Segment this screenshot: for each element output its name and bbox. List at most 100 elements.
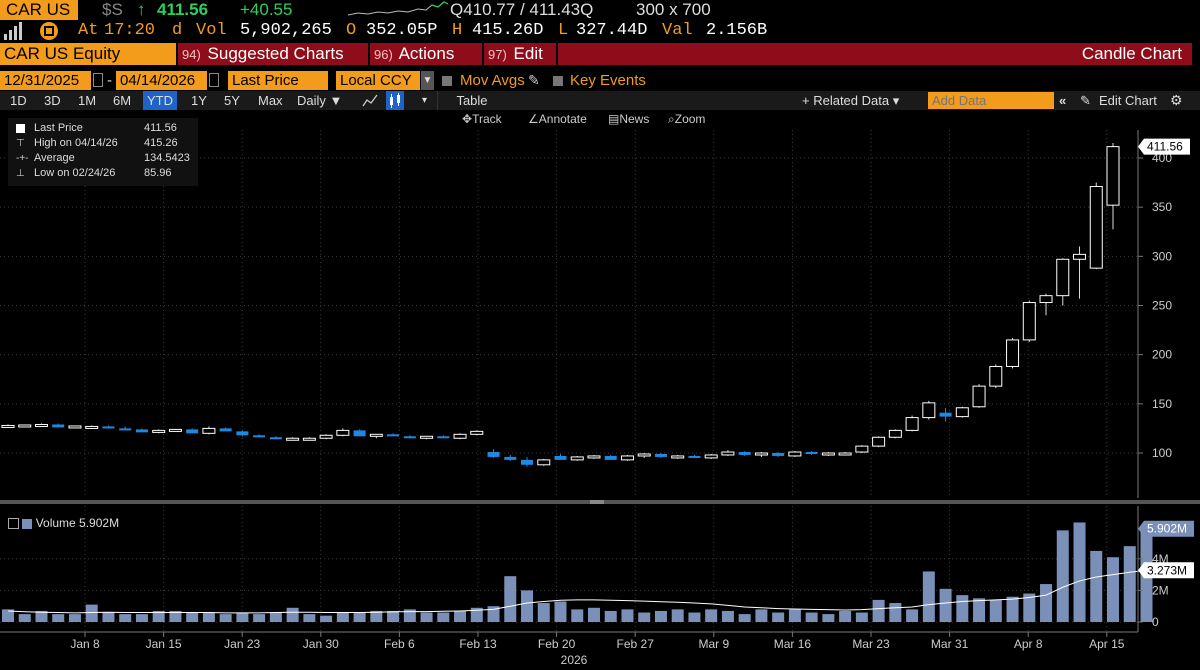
volume-ma-line xyxy=(7,569,1147,614)
price-tick-label: 150 xyxy=(1152,397,1172,411)
period-1m[interactable]: 1M xyxy=(78,93,97,108)
panel-divider-handle[interactable] xyxy=(590,500,604,504)
volume-bar xyxy=(671,609,684,622)
candle-body-down xyxy=(403,436,416,439)
actions-num: 96) xyxy=(374,47,393,62)
volume-bar xyxy=(470,607,483,622)
volume-tick-label: 2M xyxy=(1152,583,1169,597)
candle-body-up xyxy=(1106,146,1120,206)
pencil-icon[interactable]: ✎ xyxy=(528,72,540,88)
field-dropdown[interactable]: Last Price xyxy=(228,71,328,90)
chevron-down-icon[interactable]: ▾ xyxy=(422,95,428,106)
volume-bar xyxy=(253,614,266,622)
currency-dropdown[interactable]: Local CCY xyxy=(336,71,420,90)
related-data-button[interactable]: + Related Data ▾ xyxy=(802,93,900,108)
table-button[interactable]: Table xyxy=(437,91,506,110)
volume-bars xyxy=(2,522,1153,622)
candle-body-up xyxy=(620,455,634,461)
x-tick-label: Jan 8 xyxy=(70,637,100,651)
candle-body-up xyxy=(671,455,685,459)
period-5y[interactable]: 5Y xyxy=(224,93,240,108)
low-value: 327.44D xyxy=(576,21,648,40)
period-max[interactable]: Max xyxy=(258,93,283,108)
volume-bar xyxy=(956,595,969,622)
volume-bar xyxy=(906,609,919,622)
time-value: 17:20 xyxy=(104,21,156,40)
volume-bar xyxy=(1090,550,1103,622)
x-tick-label: Mar 9 xyxy=(698,637,729,651)
annotate-tool[interactable]: ∠ Annotate xyxy=(528,112,587,126)
volume-bar xyxy=(387,610,400,622)
volume-last-marker xyxy=(1138,520,1194,537)
news-tool[interactable]: ▤ News xyxy=(608,112,650,126)
candle-body-up xyxy=(1056,258,1070,297)
period-ytd[interactable]: YTD xyxy=(143,91,177,110)
date-separator: - xyxy=(107,72,112,89)
security-field[interactable]: CAR US Equity xyxy=(0,43,176,65)
x-tick-label: Mar 16 xyxy=(774,637,812,651)
candle-body-up xyxy=(704,454,718,459)
candle-body-up xyxy=(637,453,651,457)
suggested-charts-button[interactable]: 94) Suggested Charts xyxy=(178,43,368,65)
candle-body-up xyxy=(888,429,902,438)
frequency-dropdown[interactable]: Daily ▼ xyxy=(297,93,343,108)
edit-chart-button[interactable]: Edit Chart xyxy=(1099,93,1157,108)
candle-body-up xyxy=(838,452,852,456)
volume-bar xyxy=(303,614,316,622)
zoom-tool[interactable]: ⌕ Zoom xyxy=(668,112,706,126)
last-price-marker xyxy=(1138,138,1190,155)
candle-body-up xyxy=(537,459,551,466)
volume-bar xyxy=(135,614,148,622)
key-events-checkbox[interactable] xyxy=(553,76,563,86)
period-3d[interactable]: 3D xyxy=(44,93,61,108)
start-date-field[interactable]: 12/31/2025 xyxy=(0,71,91,90)
expand-icon[interactable] xyxy=(8,518,19,530)
chevron-down-icon[interactable]: ▼ xyxy=(421,71,434,90)
volume-legend-label: Volume 5.902M xyxy=(35,516,120,530)
add-data-input[interactable] xyxy=(928,92,1054,109)
quote-stats: At 17:20 d Vol 5,902,265 O 352.05P H 415… xyxy=(0,20,1200,42)
mov-avgs-checkbox[interactable] xyxy=(442,76,452,86)
candle-body-up xyxy=(453,433,467,439)
actions-button[interactable]: 96) Actions xyxy=(370,43,482,65)
track-tool[interactable]: ✥ Track xyxy=(462,112,502,126)
volume-bar xyxy=(654,610,667,622)
volume-bar xyxy=(587,607,600,622)
period-1y[interactable]: 1Y xyxy=(191,93,207,108)
volume-bar xyxy=(1056,530,1069,622)
open-label: O xyxy=(346,21,357,40)
volume-bar xyxy=(370,610,383,622)
volume-bar xyxy=(68,614,81,622)
volume-bar xyxy=(102,612,115,622)
candle-body-down xyxy=(52,424,65,428)
end-date-field[interactable]: 04/14/2026 xyxy=(116,71,207,90)
volume-bar xyxy=(52,614,65,622)
candle-chart-icon[interactable] xyxy=(386,91,404,110)
grid xyxy=(0,130,1138,632)
candle-body-up xyxy=(922,402,936,419)
volume-bar xyxy=(1107,557,1119,622)
line-chart-icon[interactable] xyxy=(362,91,378,110)
pencil-icon[interactable]: ✎ xyxy=(1080,93,1091,108)
edit-button[interactable]: 97) Edit xyxy=(484,43,556,65)
edit-num: 97) xyxy=(488,47,507,62)
period-6m[interactable]: 6M xyxy=(113,93,132,108)
volume-bar xyxy=(554,601,567,622)
calendar-icon[interactable] xyxy=(209,73,219,87)
candle-body-up xyxy=(68,425,82,429)
period-1d[interactable]: 1D xyxy=(10,93,27,108)
volume-bar xyxy=(2,609,14,622)
ticker-symbol[interactable]: CAR US xyxy=(0,0,78,20)
candle-body-up xyxy=(587,455,601,459)
candle-body-up xyxy=(420,435,434,439)
gear-icon[interactable]: ⚙ xyxy=(1170,92,1183,108)
volume-bar xyxy=(973,598,986,622)
up-arrow-icon: ↑ xyxy=(137,0,146,19)
price-tick-label: 350 xyxy=(1152,200,1172,214)
signal-bars-icon xyxy=(0,20,70,42)
collapse-icon[interactable]: « xyxy=(1059,93,1067,108)
vol-value: 5,902,265 xyxy=(240,21,332,40)
candle-body-up xyxy=(1039,295,1053,304)
calendar-icon[interactable] xyxy=(93,73,103,87)
